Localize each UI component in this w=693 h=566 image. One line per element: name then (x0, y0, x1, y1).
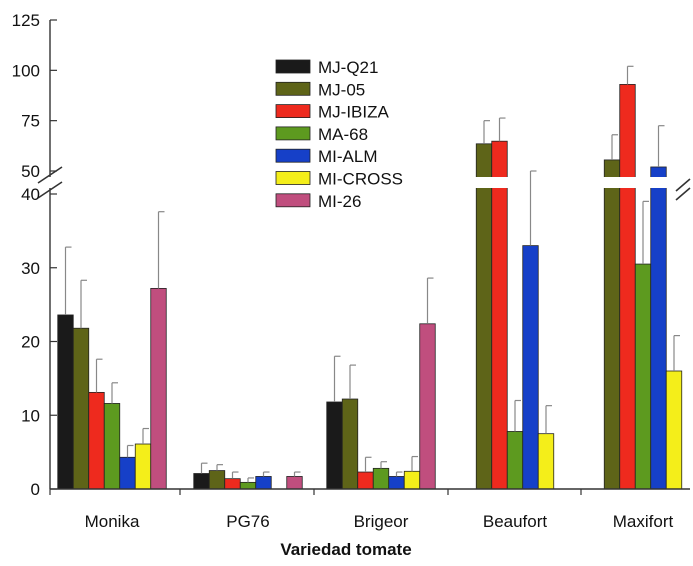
axis-break-mark-left-1 (37, 166, 63, 184)
legend-swatch (275, 81, 311, 96)
axis-break-gap (475, 177, 493, 188)
y-tick-label: 125 (12, 11, 40, 30)
legend-label: MJ-Q21 (318, 58, 378, 77)
bar (224, 478, 241, 490)
axis-break-gap (603, 177, 621, 188)
x-tick-label: PG76 (226, 512, 269, 531)
bar (208, 470, 226, 490)
y-tick-label: 10 (21, 406, 40, 425)
bar (119, 456, 136, 490)
legend-label: MI-CROSS (318, 170, 403, 189)
bar (403, 470, 421, 490)
bar (537, 433, 555, 490)
bar (619, 84, 636, 490)
legend-swatch (275, 59, 311, 74)
y-tick-label: 50 (21, 162, 40, 181)
bar (88, 391, 105, 490)
bar (150, 287, 167, 490)
bar (57, 314, 74, 490)
y-tick-label: 20 (21, 333, 40, 352)
bar (134, 443, 152, 490)
bar (419, 323, 436, 490)
legend-label: MJ-IBIZA (318, 103, 389, 122)
legend-swatch (275, 126, 311, 141)
bar (326, 401, 343, 490)
axis-break-mark-left-2 (37, 181, 63, 199)
bar (650, 166, 667, 490)
axis-break-gap (649, 177, 668, 188)
bar (491, 140, 508, 490)
axis-break-gap (490, 177, 509, 188)
bar (506, 431, 524, 490)
bar (72, 327, 90, 490)
bar (255, 476, 272, 490)
legend-label: MI-26 (318, 192, 361, 211)
bar (665, 370, 683, 490)
axis-break-mark-right-1 (675, 178, 691, 192)
legend-swatch (275, 193, 311, 208)
bar (286, 476, 303, 490)
y-tick-label: 100 (12, 61, 40, 80)
x-tick-label: Monika (85, 512, 140, 531)
bar (372, 467, 390, 490)
axis-break-mark-right-2 (675, 187, 691, 201)
bar (357, 471, 374, 490)
legend-label: MJ-05 (318, 80, 365, 99)
bar (475, 143, 493, 490)
axis-break-gap (618, 177, 637, 188)
bar (193, 473, 210, 490)
x-tick-label: Beaufort (483, 512, 548, 531)
y-tick-label: 30 (21, 259, 40, 278)
y-tick-label: 75 (21, 112, 40, 131)
legend-swatch (275, 148, 311, 163)
legend-label: MA-68 (318, 125, 368, 144)
bar (603, 159, 621, 490)
x-axis-title: Variedad tomate (280, 540, 411, 559)
x-tick-label: Maxifort (613, 512, 674, 531)
x-tick-label: Brigeor (354, 512, 409, 531)
y-tick-label: 40 (21, 185, 40, 204)
bar (103, 403, 121, 490)
legend-label: MI-ALM (318, 147, 378, 166)
bar (388, 476, 405, 490)
bar (522, 245, 539, 490)
bar (341, 398, 359, 490)
legend-swatch (275, 104, 311, 118)
bar (239, 481, 257, 490)
y-tick-label: 0 (31, 480, 40, 499)
bar (634, 263, 652, 490)
legend-swatch (275, 171, 311, 185)
